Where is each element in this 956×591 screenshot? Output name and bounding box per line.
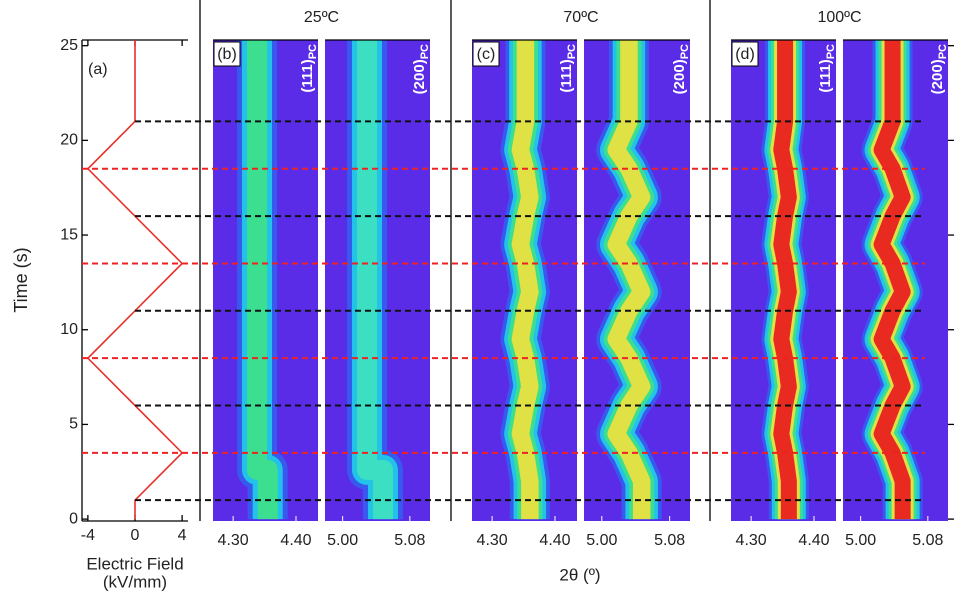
peak-band	[357, 40, 393, 520]
heatmap	[347, 40, 403, 520]
reflection-subscript: PC	[419, 44, 431, 59]
reflection-index: (111)	[817, 59, 834, 92]
reflection-label: (111)PC	[817, 44, 837, 93]
x-tick-label: 5.08	[912, 532, 943, 549]
panel-label: (d)	[735, 46, 755, 63]
peak-band	[247, 40, 278, 520]
reflection-label: (200)PC	[411, 44, 431, 94]
x-axis-unit: (kV/mm)	[103, 572, 167, 591]
y-tick-label: 20	[60, 132, 78, 149]
x-axis-label: Electric Field	[86, 554, 183, 573]
x-tick-label: -4	[81, 527, 95, 544]
x-axis-label: 2θ (º)	[559, 565, 600, 584]
y-axis-label: Time (s)	[11, 247, 31, 312]
x-tick-label: 5.00	[327, 532, 358, 549]
reflection-subscript: PC	[307, 44, 319, 59]
reflection-index: (111)	[558, 59, 575, 92]
x-tick-label: 5.00	[586, 532, 617, 549]
panel-label: (a)	[88, 61, 108, 78]
heatmap	[237, 40, 288, 520]
heatmap	[596, 40, 662, 521]
x-tick-label: 5.08	[654, 532, 685, 549]
reflection-subscript: PC	[679, 44, 691, 59]
reflection-index: (200)	[929, 59, 946, 94]
reflection-index: (200)	[411, 59, 428, 94]
reflection-label: (111)PC	[299, 44, 319, 93]
y-tick-label: 10	[60, 321, 78, 338]
y-tick-label: 15	[60, 226, 78, 243]
heatmap	[761, 40, 809, 521]
reflection-subscript: PC	[937, 44, 949, 59]
x-tick-label: 4.40	[280, 532, 311, 549]
x-tick-label: 4.40	[539, 532, 570, 549]
reflection-subscript: PC	[566, 44, 578, 59]
x-tick-label: 4.30	[218, 532, 249, 549]
x-tick-label: 4.40	[798, 532, 829, 549]
field-line	[86, 40, 184, 520]
peak-band	[511, 40, 539, 520]
heatmap	[500, 40, 550, 521]
reflection-index: (111)	[299, 59, 316, 92]
reflection-label: (111)PC	[558, 44, 578, 93]
x-tick-label: 5.00	[845, 532, 876, 549]
reflection-label: (200)PC	[671, 44, 691, 94]
y-tick-label: 0	[69, 510, 78, 527]
reflection-label: (200)PC	[929, 44, 949, 94]
x-tick-label: 4	[178, 527, 187, 544]
panel-title: 70ºC	[563, 9, 598, 26]
panel-label-box	[731, 41, 759, 67]
reflection-index: (200)	[671, 59, 688, 94]
y-tick-label: 5	[69, 416, 78, 433]
x-tick-label: 0	[131, 527, 140, 544]
x-tick-label: 4.30	[736, 532, 767, 549]
panel-label-box	[213, 41, 241, 67]
reflection-subscript: PC	[825, 44, 837, 59]
panel-label: (c)	[477, 46, 496, 63]
peak-band	[773, 40, 797, 520]
panel-label: (b)	[217, 46, 237, 63]
heatmap	[861, 40, 923, 521]
x-tick-label: 4.30	[477, 532, 508, 549]
panel-title: 100ºC	[817, 9, 861, 26]
y-tick-label: 25	[60, 37, 78, 54]
panel-label-box	[472, 41, 500, 67]
x-tick-label: 5.08	[394, 532, 425, 549]
panel-title: 25ºC	[304, 9, 339, 26]
